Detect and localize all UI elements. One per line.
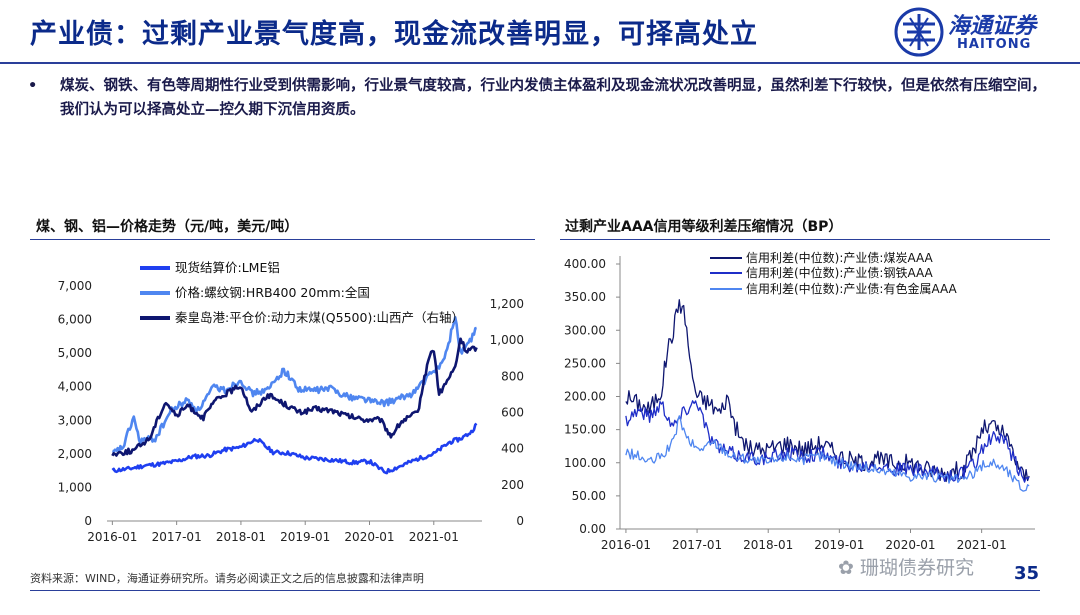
x-tick-label: 2020-01 bbox=[344, 530, 394, 544]
left-axis-tick-label: 6,000 bbox=[58, 313, 92, 327]
x-tick-label: 2019-01 bbox=[280, 530, 330, 544]
left-axis-tick-label: 5,000 bbox=[58, 346, 92, 360]
x-tick-label: 2016-01 bbox=[601, 538, 651, 552]
footer-rule bbox=[30, 590, 1040, 591]
series-line-1 bbox=[625, 400, 1030, 483]
x-tick-label: 2018-01 bbox=[743, 538, 793, 552]
left-axis-tick-label: 0 bbox=[84, 514, 92, 528]
y-tick-label: 150.00 bbox=[564, 423, 606, 437]
y-tick-label: 350.00 bbox=[564, 290, 606, 304]
y-tick-label: 0.00 bbox=[579, 522, 606, 536]
y-tick-label: 400.00 bbox=[564, 257, 606, 271]
haitong-emblem-icon bbox=[894, 7, 944, 57]
page-title: 产业债：过剩产业景气度高，现金流改善明显，可择高处立 bbox=[30, 19, 758, 50]
series-line-0 bbox=[111, 422, 478, 475]
series-line-1 bbox=[112, 316, 477, 453]
x-tick-label: 2020-01 bbox=[885, 538, 935, 552]
source-note: 资料来源：WIND，海通证券研究所。请务必阅读正文之后的信息披露和法律声明 bbox=[30, 572, 424, 585]
left-chart-title: 煤、钢、铝—价格走势（元/吨，美元/吨） bbox=[36, 219, 299, 235]
right-axis-tick-label: 400 bbox=[501, 442, 524, 456]
wechat-watermark: ✿ 珊瑚债券研究 bbox=[838, 553, 974, 580]
legend-label: 信用利差(中位数):产业债:钢铁AAA bbox=[746, 265, 934, 280]
series-line-2 bbox=[111, 337, 478, 457]
x-tick-label: 2018-01 bbox=[216, 530, 266, 544]
left-axis-tick-label: 2,000 bbox=[58, 447, 92, 461]
right-axis-tick-label: 600 bbox=[501, 406, 524, 420]
left-axis-tick-label: 1,000 bbox=[58, 480, 92, 494]
header-rule bbox=[0, 62, 1080, 64]
right-axis-tick-label: 0 bbox=[516, 514, 524, 528]
haitong-logo: 海通证券 HAITONG bbox=[893, 6, 1073, 58]
right-axis-tick-label: 200 bbox=[501, 478, 524, 492]
watermark-text: 珊瑚债券研究 bbox=[859, 557, 974, 579]
bullet-marker: • bbox=[28, 78, 38, 94]
left-axis-tick-label: 4,000 bbox=[58, 380, 92, 394]
series-line-2 bbox=[625, 415, 1030, 492]
header: 产业债：过剩产业景气度高，现金流改善明显，可择高处立 海通证券 HAITONG bbox=[0, 0, 1080, 62]
x-tick-label: 2021-01 bbox=[957, 538, 1007, 552]
legend-label: 现货结算价:LME铝 bbox=[175, 260, 280, 275]
y-tick-label: 250.00 bbox=[564, 356, 606, 370]
logo-chinese-text: 海通证券 bbox=[948, 13, 1037, 39]
right-axis-tick-label: 800 bbox=[501, 369, 524, 383]
y-tick-label: 300.00 bbox=[564, 323, 606, 337]
y-tick-label: 200.00 bbox=[564, 390, 606, 404]
bullet-text: 煤炭、钢铁、有色等周期性行业受到供需影响，行业景气度较高，行业内发债主体盈利及现… bbox=[60, 78, 1046, 118]
left-axis-tick-label: 3,000 bbox=[58, 413, 92, 427]
page-number: 35 bbox=[1014, 563, 1040, 584]
right-axis-tick-label: 1,000 bbox=[490, 333, 524, 347]
left-axis-tick-label: 7,000 bbox=[58, 279, 92, 293]
legend-label: 价格:螺纹钢:HRB400 20mm:全国 bbox=[175, 285, 370, 300]
y-tick-label: 100.00 bbox=[564, 456, 606, 470]
x-tick-label: 2016-01 bbox=[87, 530, 137, 544]
right-chart-rule bbox=[560, 239, 1050, 240]
legend-label: 信用利差(中位数):产业债:煤炭AAA bbox=[746, 250, 934, 265]
series-line-0 bbox=[625, 299, 1030, 483]
legend-label: 秦皇岛港:平仓价:动力末煤(Q5500):山西产（右轴） bbox=[175, 310, 464, 325]
right-axis-tick-label: 1,200 bbox=[490, 297, 524, 311]
x-tick-label: 2017-01 bbox=[672, 538, 722, 552]
left-chart-rule bbox=[30, 239, 535, 240]
x-tick-label: 2017-01 bbox=[152, 530, 202, 544]
x-tick-label: 2021-01 bbox=[409, 530, 459, 544]
logo-english-text: HAITONG bbox=[957, 37, 1032, 52]
legend-label: 信用利差(中位数):产业债:有色金属AAA bbox=[746, 281, 958, 296]
right-chart-title: 过剩产业AAA信用等级利差压缩情况（BP） bbox=[565, 219, 843, 235]
y-tick-label: 50.00 bbox=[572, 489, 606, 503]
x-tick-label: 2019-01 bbox=[814, 538, 864, 552]
wechat-icon: ✿ bbox=[838, 557, 854, 579]
